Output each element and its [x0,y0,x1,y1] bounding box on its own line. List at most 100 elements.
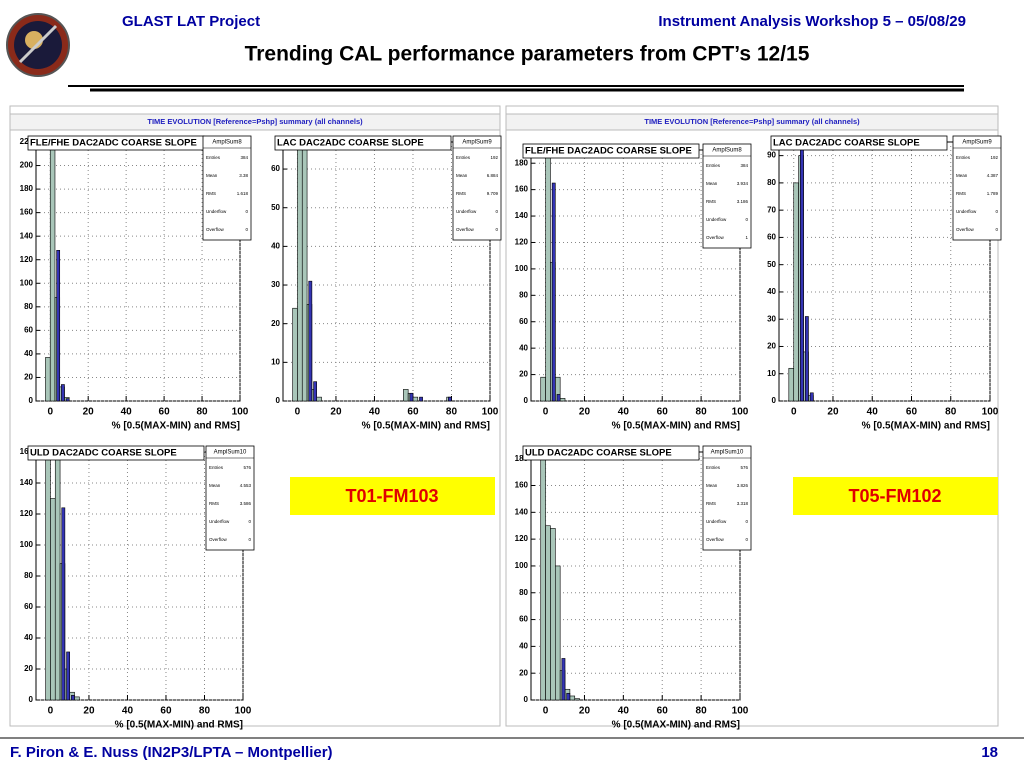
x-tick-label: 0 [48,706,54,717]
stats-value: 3.186 [737,199,749,204]
stats-value: 6.884 [487,173,499,178]
x-tick-label: 20 [827,407,839,418]
stats-label: RMS [706,199,716,204]
workshop: Instrument Analysis Workshop 5 – 05/08/2… [658,13,966,30]
x-tick-label: 20 [330,407,342,418]
y-tick-label: 0 [524,396,529,405]
y-tick-label: 140 [515,211,529,220]
stats-label: RMS [206,191,216,196]
x-axis-label: % [0.5(MAX-MIN) and RMS] [862,421,990,432]
y-tick-label: 40 [271,241,280,250]
y-tick-label: 100 [515,561,529,570]
stats-label: Overflow [456,227,475,232]
title-box [522,445,700,461]
stats-label: Entries [706,163,721,168]
tag-box [290,477,495,515]
y-tick-label: 20 [24,373,33,382]
project: GLAST LAT Project [122,13,260,30]
stats-value: 0 [495,209,498,214]
tag: T05-FM102 [848,486,941,506]
x-tick-label: 20 [83,706,95,717]
title-box [770,135,948,151]
histogram-bar [540,376,546,402]
x-tick-label: 0 [543,407,549,418]
stats-value: 0 [995,209,998,214]
y-tick-label: 0 [772,396,777,405]
tag: T01-FM103 [345,486,438,506]
y-tick-label: 160 [20,447,34,456]
y-tick-label: 100 [20,278,34,287]
x-tick-label: 20 [579,706,591,717]
stats-label: RMS [956,191,966,196]
stats-value: 0 [495,227,498,232]
stats-label: Entries [956,155,971,160]
histogram-bar [45,451,51,701]
y-tick-label: 140 [515,507,529,516]
y-tick-label: 120 [20,255,34,264]
histogram-bar [419,396,423,402]
x-axis-label: % [0.5(MAX-MIN) and RMS] [612,720,740,731]
slide-title: Trending CAL performance parameters from… [245,43,810,66]
stats-name: AmplSum10 [711,450,744,456]
histogram-bar [71,695,75,701]
x-tick-label: 40 [369,407,381,418]
stats-value: 0 [745,537,748,542]
tag-box [793,477,998,515]
x-tick-label: 60 [160,706,172,717]
y-tick-label: 200 [20,161,34,170]
stats-value: 0 [745,519,748,524]
histogram-bar [545,149,551,402]
histogram-bar [555,565,561,701]
histogram-bar [788,367,795,402]
page-number: 18 [981,744,998,761]
stats-label: Underflow [456,209,477,214]
y-tick-label: 60 [24,602,33,611]
histogram-bar [793,182,799,402]
stats-value: 192 [990,155,998,160]
stats-value: 192 [490,155,498,160]
stats-label: Mean [706,181,718,186]
x-tick-label: 0 [543,706,549,717]
y-tick-label: 60 [519,615,528,624]
histogram-bar [54,451,61,701]
x-tick-label: 40 [618,407,630,418]
x-tick-label: 0 [47,407,53,418]
x-axis-label: % [0.5(MAX-MIN) and RMS] [362,421,490,432]
x-tick-label: 100 [732,706,749,717]
y-tick-label: 180 [515,454,529,463]
stats-box [202,135,252,241]
x-tick-label: 40 [122,706,134,717]
y-tick-label: 40 [24,349,33,358]
y-tick-label: 80 [24,571,33,580]
histogram-bar [308,280,313,402]
histogram-bar [574,698,580,701]
stats-label: RMS [456,191,466,196]
stats-value: 0 [245,209,248,214]
stats-label: Underflow [956,209,977,214]
stats-label: Overflow [206,227,225,232]
y-tick-label: 80 [24,302,33,311]
stats-value: 0 [248,537,251,542]
y-tick-label: 70 [767,205,776,214]
x-tick-label: 80 [199,706,211,717]
y-tick-label: 160 [20,208,34,217]
x-tick-label: 20 [83,407,95,418]
stats-label: Mean [706,483,718,488]
x-tick-label: 80 [696,706,708,717]
histogram-bar [569,695,576,701]
stats-label: Underflow [206,209,227,214]
x-tick-label: 80 [696,407,708,418]
histogram-bar [409,392,414,402]
histogram-bar [45,357,51,402]
x-tick-label: 60 [657,407,669,418]
histogram-bar [550,528,556,701]
stats-label: Entries [209,465,224,470]
stats-label: Overflow [209,537,228,542]
y-tick-label: 100 [515,264,529,273]
stats-box [952,135,1002,241]
histogram-bar [403,389,409,402]
canvas-caption: TIME EVOLUTION [Reference=Pshp] summary … [147,117,363,126]
x-tick-label: 60 [906,407,918,418]
y-tick-label: 40 [24,633,33,642]
x-tick-label: 100 [732,407,749,418]
